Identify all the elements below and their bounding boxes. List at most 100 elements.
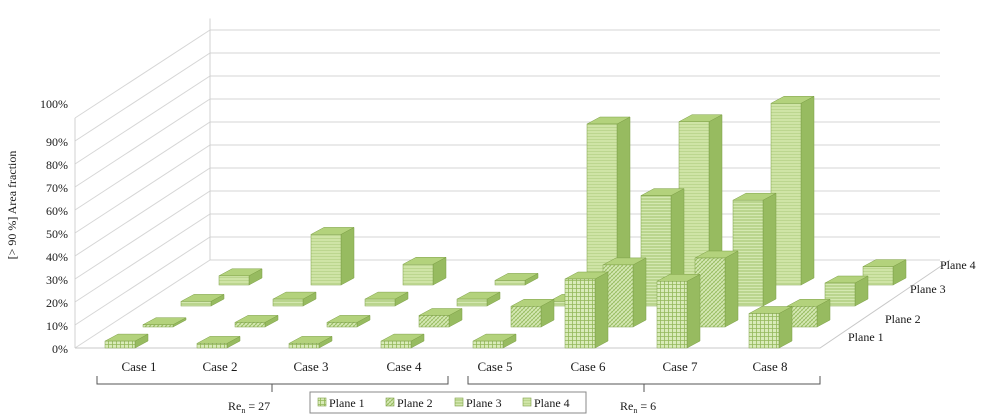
- group-label-subscript: n: [633, 406, 637, 415]
- legend-label: Plane 3: [466, 396, 502, 410]
- x-category-label: Case 6: [570, 359, 606, 374]
- bar: [402, 256, 447, 286]
- y-tick-label: 20%: [46, 296, 68, 310]
- bar-side: [686, 273, 701, 349]
- x-category-label: Case 4: [386, 359, 422, 374]
- bar: [364, 291, 409, 307]
- legend-swatch-plane-1: [317, 397, 327, 407]
- bar-front: [218, 275, 250, 286]
- bar-front: [748, 313, 780, 349]
- bar-front: [402, 264, 434, 286]
- depth-axis: Plane 1 Plane 2 Plane 3 Plane 4: [848, 258, 976, 344]
- bar-front: [364, 298, 396, 307]
- bar: [824, 275, 869, 307]
- bar-side: [724, 250, 739, 328]
- bar-front: [418, 315, 450, 328]
- bar: [510, 298, 555, 328]
- bar: [326, 314, 371, 328]
- bar-front: [326, 322, 358, 328]
- y-tick-label: 80%: [46, 158, 68, 172]
- bar-side: [340, 226, 355, 286]
- y-tick-label: 60%: [46, 204, 68, 218]
- group-label-re6: Ren = 6: [620, 399, 656, 415]
- bar-front: [824, 282, 856, 307]
- bar: [288, 335, 333, 349]
- x-axis: Case 1 Case 2 Case 3 Case 4 Case 5 Case …: [121, 359, 787, 374]
- group-label-subscript: n: [241, 406, 245, 415]
- y-tick-label: 50%: [46, 227, 68, 241]
- bar: [418, 308, 463, 328]
- bar-front: [494, 280, 526, 286]
- bar: [694, 250, 739, 328]
- bar: [748, 306, 793, 349]
- x-category-label: Case 1: [121, 359, 156, 374]
- bar: [272, 291, 317, 307]
- depth-axis-label: Plane 3: [910, 282, 946, 296]
- y-axis: 0% 10% 20% 30% 40% 50% 60% 70% 80% 90% 1…: [40, 97, 68, 356]
- bar: [602, 257, 647, 328]
- bar: [494, 272, 539, 286]
- bar-front: [196, 343, 228, 349]
- bar-front: [180, 301, 212, 307]
- bar: [786, 298, 831, 328]
- bar-front: [656, 281, 688, 349]
- bar: [104, 333, 149, 349]
- bar: [196, 335, 241, 349]
- y-tick-label: 100%: [40, 97, 68, 111]
- x-category-label: Case 8: [752, 359, 787, 374]
- legend-label: Plane 2: [397, 396, 433, 410]
- legend-swatch-plane-4: [522, 397, 532, 407]
- bar-side: [632, 257, 647, 328]
- x-category-label: Case 7: [662, 359, 698, 374]
- floor-edge: [75, 259, 951, 349]
- bar: [656, 273, 701, 349]
- legend-swatch-plane-3: [454, 397, 464, 407]
- group-label-re27: Ren = 27: [228, 399, 270, 415]
- bar-front: [142, 324, 174, 328]
- bar: [218, 268, 263, 286]
- bar: [472, 333, 517, 349]
- bar-front: [586, 123, 618, 286]
- depth-axis-label: Plane 1: [848, 330, 884, 344]
- bar: [380, 333, 425, 349]
- legend-swatch-plane-2: [385, 397, 395, 407]
- bar-front: [104, 340, 136, 349]
- case-groups: Ren = 27 Ren = 6: [96, 376, 821, 415]
- bar-front: [272, 298, 304, 307]
- bar-side: [762, 192, 777, 307]
- legend-label: Plane 1: [329, 396, 365, 410]
- bar-front: [456, 298, 488, 307]
- x-category-label: Case 5: [477, 359, 512, 374]
- group-label-value: = 6: [640, 399, 656, 413]
- bar: [310, 226, 355, 286]
- bar: [770, 95, 815, 286]
- y-axis-title: [> 90 %] Area fraction: [5, 151, 19, 260]
- group-label-value: = 27: [248, 399, 270, 413]
- wall-edge: [74, 18, 211, 348]
- bar: [732, 192, 777, 307]
- bars: [104, 95, 907, 349]
- bar-front: [288, 343, 320, 349]
- chart-grid: [74, 18, 951, 349]
- legend-box: [309, 391, 587, 414]
- y-tick-label: 90%: [46, 135, 68, 149]
- y-tick-label: 0%: [52, 342, 68, 356]
- bar: [180, 293, 225, 307]
- x-category-label: Case 2: [202, 359, 237, 374]
- bar-front: [234, 322, 266, 328]
- depth-axis-label: Plane 4: [940, 258, 976, 272]
- bar-front: [510, 306, 542, 328]
- bar: [456, 291, 501, 307]
- bar-front: [564, 278, 596, 349]
- legend: Plane 1 Plane 2 Plane 3 Plane 4: [309, 391, 587, 414]
- x-category-label: Case 3: [293, 359, 328, 374]
- depth-axis-label: Plane 2: [885, 312, 921, 326]
- bar-side: [594, 271, 609, 349]
- group-bracket: [96, 376, 449, 385]
- legend-label: Plane 4: [534, 396, 570, 410]
- y-tick-label: 30%: [46, 273, 68, 287]
- bar: [234, 314, 279, 328]
- bar-front: [472, 340, 504, 349]
- bar: [862, 259, 907, 286]
